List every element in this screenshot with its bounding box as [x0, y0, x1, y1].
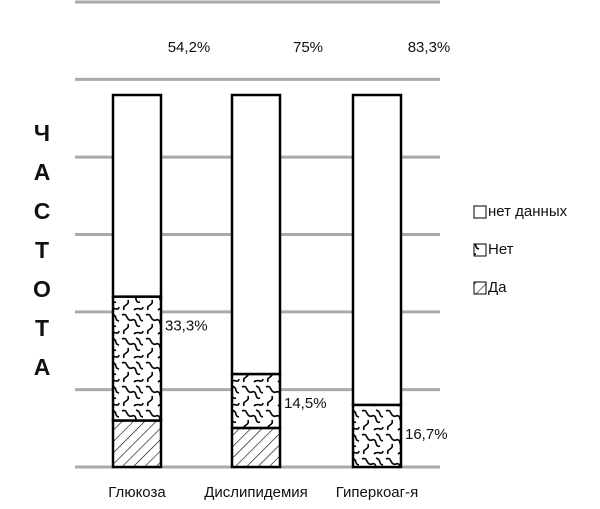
legend-label: Да — [488, 279, 507, 296]
bar-segment — [351, 93, 403, 407]
legend-swatch — [473, 281, 487, 295]
x-tick-label: Гиперкоаг-я — [336, 484, 418, 501]
value-label: 16,7% — [405, 426, 448, 443]
bar-segment — [111, 295, 163, 422]
bar-segment — [230, 372, 282, 430]
legend-label: нет данных — [488, 203, 568, 220]
value-label: 83,3% — [408, 39, 451, 56]
x-tick-label: Дислипидемия — [204, 484, 308, 501]
bar-segment — [111, 93, 163, 298]
bar-segment — [351, 403, 403, 469]
y-axis-label: ЧАСТОТА — [29, 120, 55, 393]
value-label: 54,2% — [168, 39, 211, 56]
legend-label: Нет — [488, 241, 514, 258]
legend-swatch — [473, 205, 487, 219]
bar-segment — [230, 426, 282, 469]
bar-segment — [230, 93, 282, 376]
value-label: 75% — [293, 39, 323, 56]
legend-swatch — [473, 243, 487, 257]
bar-segment — [111, 419, 163, 469]
value-label: 33,3% — [165, 318, 208, 335]
x-tick-label: Глюкоза — [108, 484, 166, 501]
value-label: 14,5% — [284, 395, 327, 412]
